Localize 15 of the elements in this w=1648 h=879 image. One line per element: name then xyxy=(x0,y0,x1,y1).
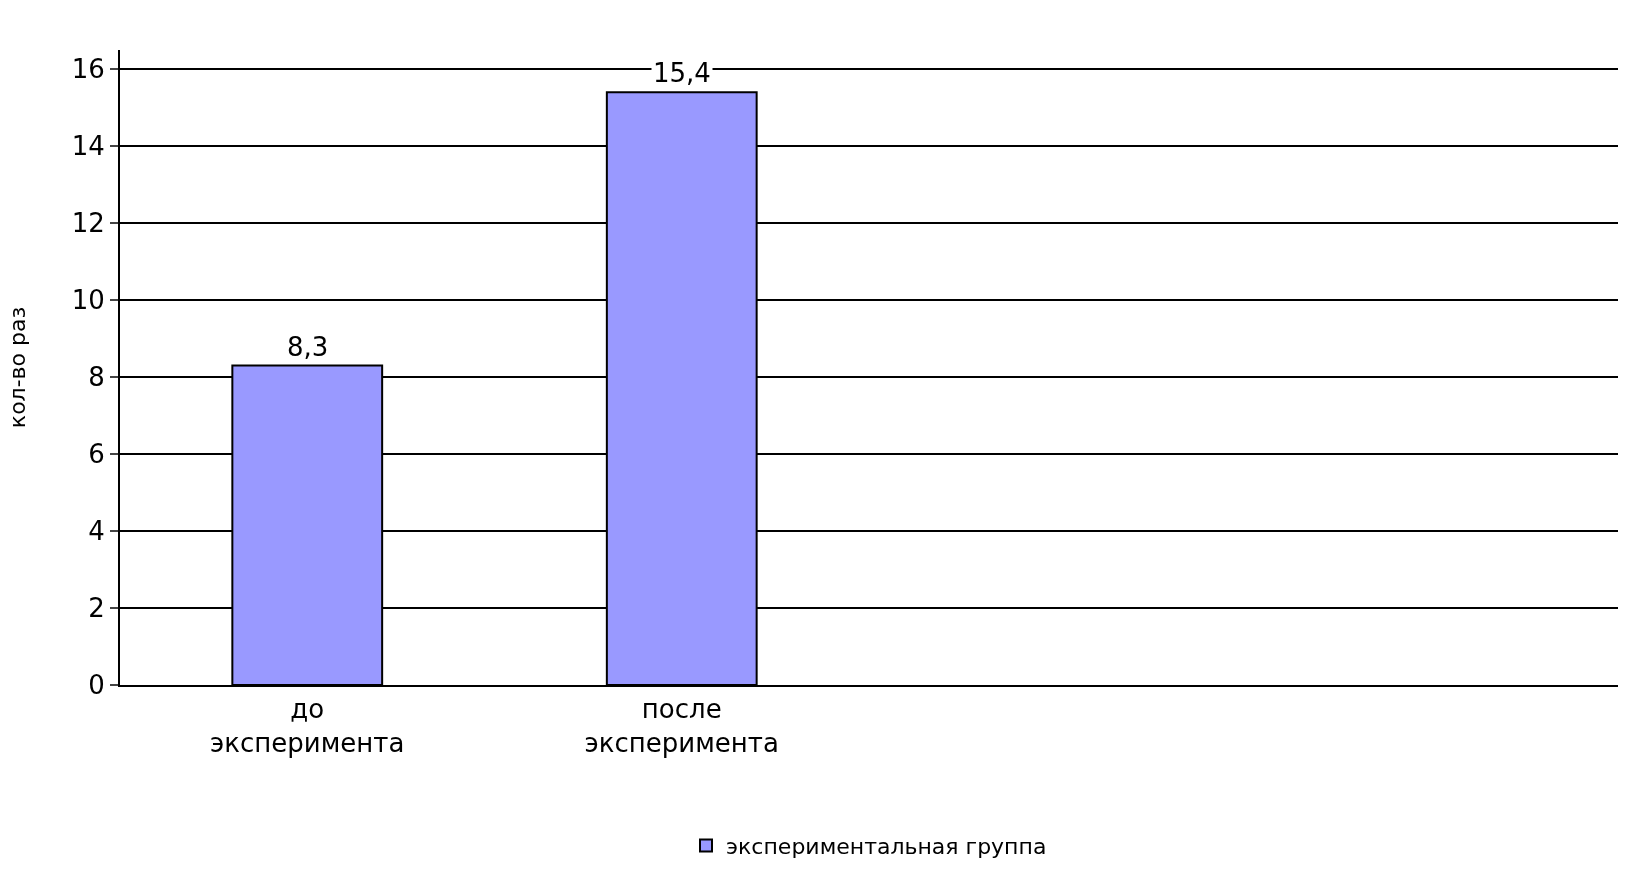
data-label: 8,3 xyxy=(287,332,329,362)
x-tick-label: после эксперимента xyxy=(584,694,779,758)
y-tick-label: 0 xyxy=(88,670,105,701)
y-tick-label: 8 xyxy=(88,362,105,393)
legend-label: экспериментальная группа xyxy=(726,834,1047,860)
y-tick-label: 2 xyxy=(88,593,105,624)
y-tick-label: 14 xyxy=(71,131,105,162)
x-tick-label: до эксперимента xyxy=(210,694,405,758)
y-tick-label: 4 xyxy=(88,516,105,547)
y-tick-label: 10 xyxy=(71,285,105,316)
y-tick-label: 16 xyxy=(71,54,105,85)
y-axis-title: кол-во раз xyxy=(5,306,31,429)
y-tick-label: 12 xyxy=(71,208,105,239)
data-label: 15,4 xyxy=(653,58,711,88)
y-tick-label: 6 xyxy=(88,439,105,470)
